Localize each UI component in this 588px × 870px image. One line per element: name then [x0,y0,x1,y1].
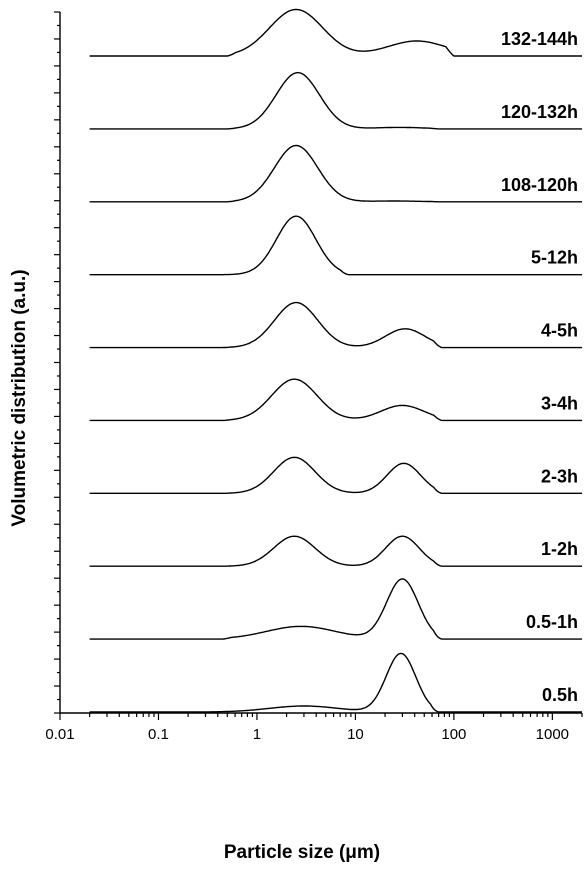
series-label: 120-132h [501,102,578,122]
y-axis-title: Volumetric distribution (a.u.) [9,269,30,526]
series-curves [89,8,582,713]
x-tick-label: 100 [441,726,466,743]
series-curve [89,378,582,422]
series-label: 1-2h [541,539,578,559]
series-label: 132-144h [501,29,578,49]
series-label: 2-3h [541,466,578,486]
series-curve [89,215,582,276]
series-label: 0.5-1h [526,612,578,632]
series-label: 3-4h [541,393,578,413]
series-label: 5-12h [531,248,578,268]
series-curve [89,301,582,349]
series-label: 4-5h [541,321,578,341]
series-label: 108-120h [501,175,578,195]
series-curve [89,456,582,494]
x-tick-label: 1 [253,726,261,743]
series-curve [89,71,582,130]
x-tick-label: 0.1 [148,726,169,743]
series-label: 0.5h [542,685,578,705]
axis-ticks [54,11,583,720]
series-curve [89,652,582,713]
x-tick-label: 0.01 [45,726,74,743]
x-tick-label: 1000 [536,726,569,743]
x-axis-title: Particle size (μm) [224,842,380,863]
series-labels: 132-144h 120-132h 108-120h 5-12h 4-5h 3-4h 2-3… [501,29,578,705]
series-curve [89,144,582,203]
x-tick-label: 10 [347,726,364,743]
x-tick-labels: 0.01 0.1 1 10 100 1000 [45,726,569,743]
series-curve [89,578,582,640]
series-curve [89,8,582,57]
series-curve [89,535,582,567]
